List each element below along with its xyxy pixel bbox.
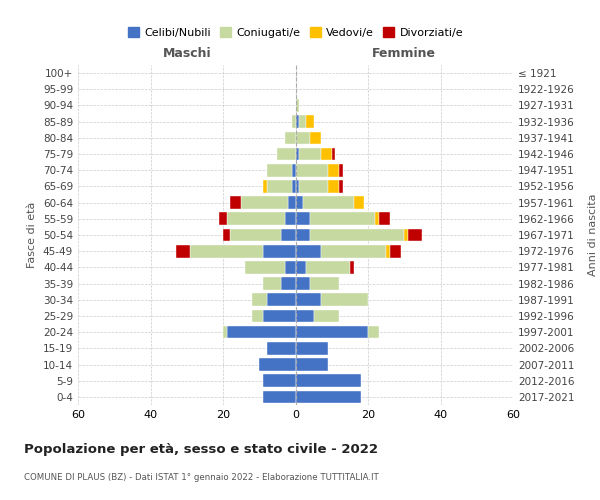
Bar (310, 228, 404, 241)
Bar (263, 278, 281, 290)
Bar (310, 278, 339, 290)
Bar (292, 164, 296, 176)
Bar (263, 390, 296, 403)
Bar (263, 310, 296, 322)
Bar (296, 261, 307, 274)
Bar (296, 99, 299, 112)
Bar (296, 196, 303, 209)
Bar (230, 196, 241, 209)
Bar (281, 228, 296, 241)
Bar (296, 212, 310, 225)
Bar (252, 310, 263, 322)
Bar (252, 294, 266, 306)
Bar (296, 245, 321, 258)
Bar (241, 196, 288, 209)
Bar (296, 310, 314, 322)
Y-axis label: Anni di nascita: Anni di nascita (589, 194, 599, 276)
Bar (328, 164, 339, 176)
Bar (190, 245, 263, 258)
Bar (266, 294, 296, 306)
Bar (230, 228, 281, 241)
Bar (296, 228, 310, 241)
Bar (284, 132, 296, 144)
Bar (227, 212, 284, 225)
Bar (296, 342, 328, 354)
Bar (307, 261, 350, 274)
Bar (386, 245, 390, 258)
Bar (390, 245, 401, 258)
Bar (408, 228, 422, 241)
Bar (296, 180, 299, 192)
Bar (350, 261, 353, 274)
Bar (310, 212, 375, 225)
Bar (375, 212, 379, 225)
Bar (284, 212, 296, 225)
Text: Maschi: Maschi (163, 47, 211, 60)
Bar (339, 164, 343, 176)
Bar (296, 278, 310, 290)
Bar (339, 180, 343, 192)
Bar (296, 294, 321, 306)
Bar (263, 245, 296, 258)
Bar (284, 261, 296, 274)
Text: COMUNE DI PLAUS (BZ) - Dati ISTAT 1° gennaio 2022 - Elaborazione TUTTITALIA.IT: COMUNE DI PLAUS (BZ) - Dati ISTAT 1° gen… (24, 472, 379, 482)
Bar (266, 164, 292, 176)
Bar (223, 228, 230, 241)
Bar (277, 148, 296, 160)
Bar (223, 326, 227, 338)
Bar (303, 196, 353, 209)
Bar (314, 310, 339, 322)
Bar (296, 326, 368, 338)
Text: Femmine: Femmine (372, 47, 436, 60)
Bar (296, 148, 299, 160)
Bar (310, 132, 321, 144)
Bar (299, 116, 307, 128)
Bar (307, 116, 314, 128)
Y-axis label: Fasce di età: Fasce di età (28, 202, 37, 268)
Bar (263, 180, 266, 192)
Bar (292, 116, 296, 128)
Bar (404, 228, 408, 241)
Bar (321, 245, 386, 258)
Bar (296, 358, 328, 371)
Bar (281, 278, 296, 290)
Bar (245, 261, 284, 274)
Bar (259, 358, 296, 371)
Bar (321, 148, 332, 160)
Bar (332, 148, 335, 160)
Bar (296, 390, 361, 403)
Bar (296, 164, 328, 176)
Bar (263, 374, 296, 387)
Bar (299, 148, 321, 160)
Bar (220, 212, 227, 225)
Bar (328, 180, 339, 192)
Bar (176, 245, 190, 258)
Bar (353, 196, 364, 209)
Bar (266, 180, 292, 192)
Bar (296, 374, 361, 387)
Bar (379, 212, 390, 225)
Legend: Celibi/Nubili, Coniugati/e, Vedovi/e, Divorziati/e: Celibi/Nubili, Coniugati/e, Vedovi/e, Di… (124, 23, 467, 42)
Bar (368, 326, 379, 338)
Bar (288, 196, 296, 209)
Bar (292, 180, 296, 192)
Bar (296, 116, 299, 128)
Bar (321, 294, 368, 306)
Bar (299, 180, 328, 192)
Bar (266, 342, 296, 354)
Bar (296, 132, 310, 144)
Text: Popolazione per età, sesso e stato civile - 2022: Popolazione per età, sesso e stato civil… (24, 442, 378, 456)
Bar (227, 326, 296, 338)
